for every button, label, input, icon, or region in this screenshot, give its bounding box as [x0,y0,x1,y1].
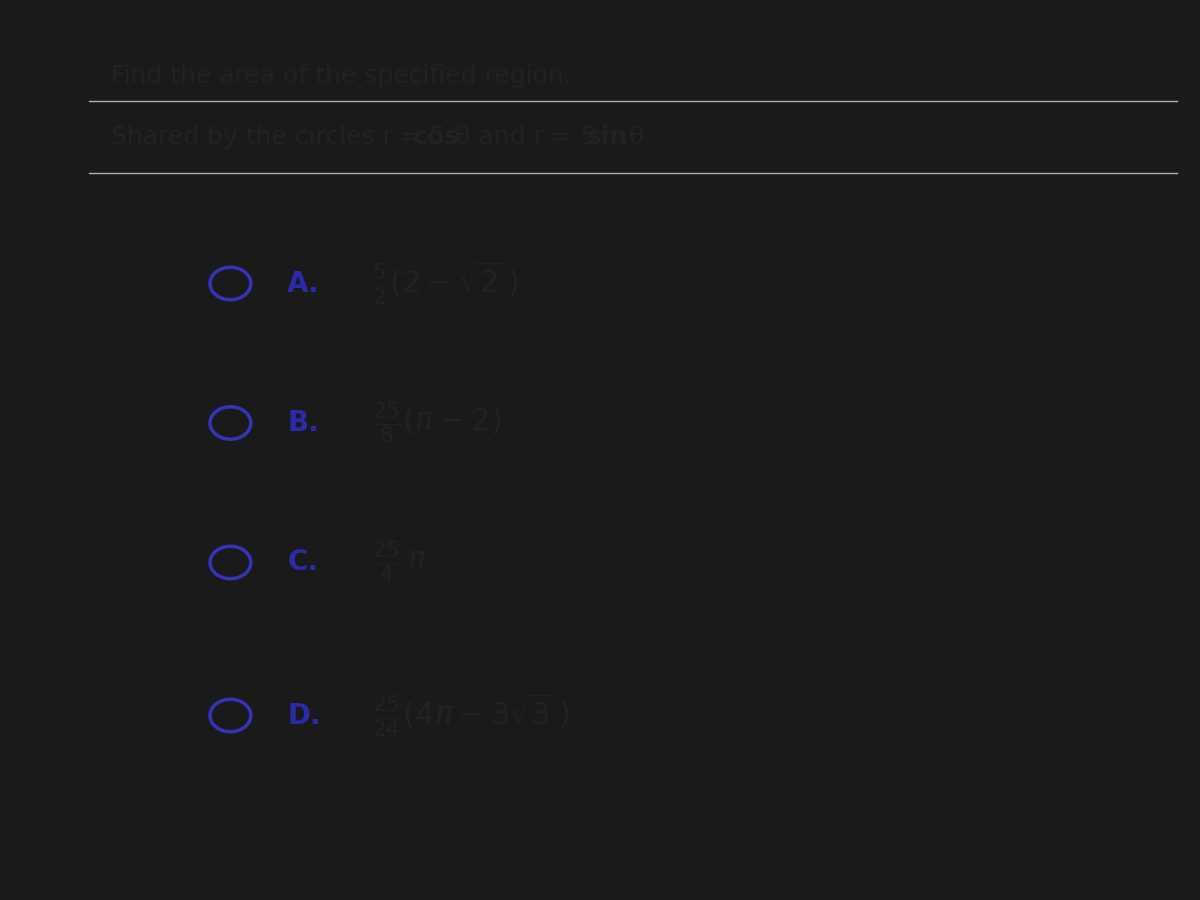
Text: B.: B. [287,409,319,437]
Text: $\frac{25}{24}(4\pi - 3\sqrt{3}\,)$: $\frac{25}{24}(4\pi - 3\sqrt{3}\,)$ [372,691,570,740]
Text: $\frac{25}{8}(\pi - 2)$: $\frac{25}{8}(\pi - 2)$ [372,400,502,446]
Text: D.: D. [287,701,320,730]
Text: cos: cos [413,125,460,148]
Text: sin: sin [587,125,629,148]
Text: $\frac{25}{4}\,\pi$: $\frac{25}{4}\,\pi$ [372,540,428,585]
Text: θ and r = 5: θ and r = 5 [446,125,605,148]
Text: $\frac{5}{2}(2 - \sqrt{2}\,)$: $\frac{5}{2}(2 - \sqrt{2}\,)$ [372,259,518,308]
Text: A.: A. [287,269,319,298]
Text: Shared by the circles r = 5: Shared by the circles r = 5 [112,125,454,148]
Text: θ: θ [620,125,644,148]
Text: C.: C. [287,548,318,577]
Text: Find the area of the specified region.: Find the area of the specified region. [112,65,572,88]
